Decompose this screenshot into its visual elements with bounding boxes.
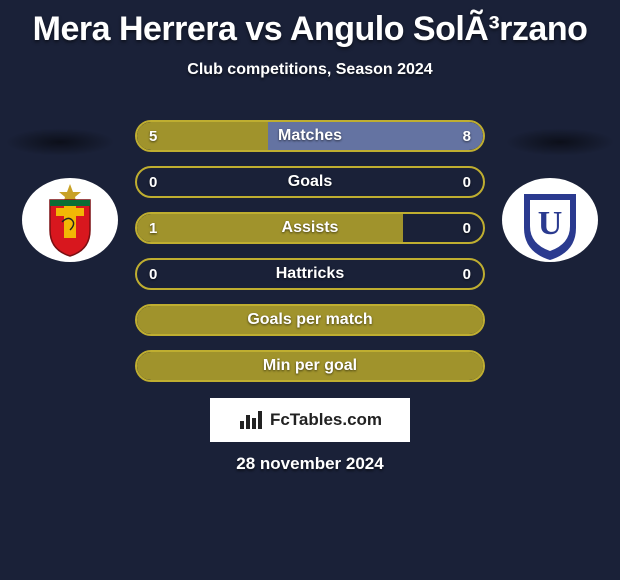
bar-row: Assists1 0	[135, 212, 485, 244]
bar-value-left: 5	[149, 122, 157, 150]
watermark-icon	[238, 409, 264, 431]
date-label: 28 november 2024	[0, 454, 620, 474]
page-title: Mera Herrera vs Angulo SolÃ³rzano	[0, 0, 620, 49]
watermark: FcTables.com	[210, 398, 410, 442]
bar-label: Min per goal	[137, 352, 483, 380]
bar-row: Goals per match	[135, 304, 485, 336]
bar-value-left: 0	[149, 168, 157, 196]
player-shadow-left	[5, 128, 115, 156]
bar-row: Hattricks0 0	[135, 258, 485, 290]
bar-value-right: 0	[463, 214, 471, 242]
bar-label: Goals per match	[137, 306, 483, 334]
bar-label: Hattricks	[137, 260, 483, 288]
svg-text:U: U	[538, 205, 563, 242]
bar-value-left: 0	[149, 260, 157, 288]
club-badge-right: U	[500, 178, 600, 263]
watermark-text: FcTables.com	[270, 410, 382, 430]
bar-label: Goals	[137, 168, 483, 196]
bar-label: Assists	[137, 214, 483, 242]
bar-row: Goals0 0	[135, 166, 485, 198]
club-badge-left	[20, 178, 120, 263]
bar-value-left: 1	[149, 214, 157, 242]
bar-value-right: 0	[463, 260, 471, 288]
bar-row: Min per goal	[135, 350, 485, 382]
comparison-bars: Matches58Goals00Assists10Hattricks00Goal…	[135, 120, 485, 396]
bar-value-right: 0	[463, 168, 471, 196]
player-shadow-right	[505, 128, 615, 156]
bar-row: Matches5 8	[135, 120, 485, 152]
bar-value-right: 8	[463, 122, 471, 150]
bar-label: Matches	[137, 122, 483, 150]
subtitle: Club competitions, Season 2024	[0, 61, 620, 79]
